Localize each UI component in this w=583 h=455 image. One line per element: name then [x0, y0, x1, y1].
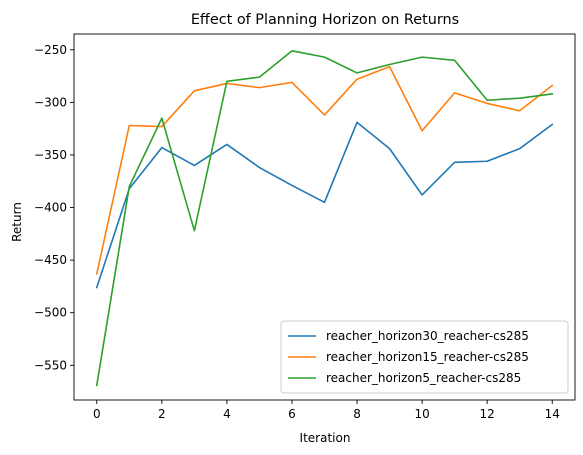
plot-area — [95, 50, 554, 387]
x-tick-label: 10 — [414, 407, 429, 421]
x-tick-label: 0 — [93, 407, 101, 421]
x-tick-label: 6 — [288, 407, 296, 421]
x-tick-label: 2 — [158, 407, 166, 421]
x-tick-label: 12 — [480, 407, 495, 421]
axes: 0 2 4 6 8 10 12 14 −550 −500 −450 −400 −350 −300 −250 — [34, 33, 576, 421]
y-tick-label: −350 — [34, 148, 67, 162]
y-tick-label: −300 — [34, 95, 67, 109]
x-axis-label: Iteration — [300, 431, 351, 445]
axes-frame — [73, 33, 576, 401]
legend-label-1: reacher_horizon15_reacher-cs285 — [326, 350, 529, 364]
series-line-1 — [95, 65, 554, 275]
y-axis-label: Return — [10, 202, 24, 242]
x-tick-label: 14 — [545, 407, 560, 421]
y-tick-label: −450 — [34, 253, 67, 267]
y-tick-label: −250 — [34, 43, 67, 57]
legend-label-2: reacher_horizon5_reacher-cs285 — [326, 371, 521, 385]
x-tick-label: 4 — [223, 407, 231, 421]
y-tick-label: −400 — [34, 201, 67, 215]
chart-title: Effect of Planning Horizon on Returns — [191, 12, 459, 28]
legend-box — [280, 320, 569, 394]
series-line-2 — [95, 50, 554, 387]
x-tick-label: 8 — [353, 407, 361, 421]
y-tick-label: −550 — [34, 358, 67, 372]
legend-label-0: reacher_horizon30_reacher-cs285 — [326, 329, 529, 343]
legend: reacher_horizon30_reacher-cs285 reacher_h… — [280, 320, 569, 394]
y-tick-label: −500 — [34, 306, 67, 320]
